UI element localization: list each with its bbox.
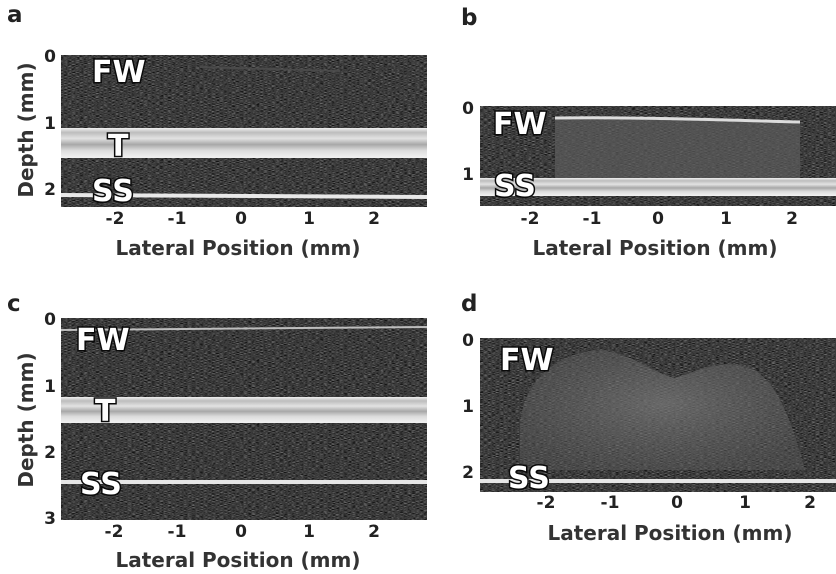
x-axis-label: Lateral Position (mm) <box>115 236 360 260</box>
panel-a: a Depth (mm) 0 1 2 -2 -1 0 1 2 Lateral P… <box>7 2 428 260</box>
y-tick-label: 2 <box>44 180 56 200</box>
layer-tag: SS <box>92 174 134 209</box>
panel-label: b <box>461 5 477 31</box>
panel-label: a <box>7 2 23 28</box>
x-tick-label: -2 <box>106 209 125 229</box>
x-tick-label: 1 <box>739 493 751 513</box>
x-tick-label: 0 <box>652 209 664 229</box>
x-tick-label: -1 <box>583 209 602 229</box>
stainless-steel-band <box>480 178 836 196</box>
x-tick-label: 1 <box>303 522 315 542</box>
layer-tag: FW <box>92 55 146 90</box>
x-tick-label: 0 <box>235 209 247 229</box>
y-tick-label: 2 <box>44 443 56 463</box>
layer-tag: SS <box>80 467 122 502</box>
x-tick-label: -1 <box>168 522 187 542</box>
y-tick-label: 1 <box>44 377 56 397</box>
y-tick-label: 1 <box>462 397 474 417</box>
x-tick-label: 1 <box>720 209 732 229</box>
panel-b: b 0 1 -2 -1 0 1 2 Lateral Position (mm) … <box>461 5 836 260</box>
x-axis-label: Lateral Position (mm) <box>532 236 777 260</box>
y-tick-label: 0 <box>462 331 474 351</box>
y-tick-label: 0 <box>44 310 56 330</box>
x-tick-label: -2 <box>537 493 556 513</box>
tendon-band <box>61 397 427 423</box>
layer-tag: SS <box>494 169 536 204</box>
x-tick-label: 0 <box>235 522 247 542</box>
ultrasound-image <box>480 106 836 206</box>
x-tick-label: 2 <box>368 209 380 229</box>
ultrasound-image <box>60 318 428 520</box>
layer-tag: SS <box>508 461 550 496</box>
layer-tag: FW <box>493 107 547 142</box>
y-axis-label: Depth (mm) <box>14 352 38 487</box>
x-tick-label: -1 <box>168 209 187 229</box>
x-tick-label: 2 <box>804 493 816 513</box>
y-tick-label: 1 <box>462 165 474 185</box>
layer-tag: FW <box>76 323 130 358</box>
x-tick-label: 2 <box>786 209 798 229</box>
x-axis-label: Lateral Position (mm) <box>547 521 792 545</box>
tendon-band <box>61 128 427 158</box>
ultrasound-image <box>60 55 428 207</box>
stainless-steel-line <box>60 193 428 199</box>
y-tick-label: 1 <box>44 114 56 134</box>
panel-c: c Depth (mm) 0 1 2 3 -2 -1 0 1 2 Lateral… <box>7 291 428 572</box>
y-tick-label: 3 <box>44 509 56 529</box>
panel-label: d <box>461 291 477 317</box>
ultrasound-image <box>480 338 836 492</box>
y-tick-label: 0 <box>462 99 474 119</box>
tissue-region <box>520 350 805 470</box>
layer-tag: T <box>108 129 129 164</box>
y-axis-label: Depth (mm) <box>14 62 38 197</box>
film-wall-line <box>60 326 428 331</box>
x-tick-label: 1 <box>303 209 315 229</box>
x-tick-label: -2 <box>105 522 124 542</box>
layer-tag: T <box>95 394 116 429</box>
y-tick-label: 0 <box>44 47 56 67</box>
x-axis-label: Lateral Position (mm) <box>115 548 360 572</box>
x-tick-label: -2 <box>521 209 540 229</box>
y-tick-label: 2 <box>462 463 474 483</box>
film-wall-line <box>554 116 801 124</box>
x-tick-label: 2 <box>368 522 380 542</box>
layer-tag: FW <box>500 343 554 378</box>
panel-label: c <box>7 291 21 317</box>
x-tick-label: -1 <box>601 493 620 513</box>
x-tick-label: 0 <box>671 493 683 513</box>
panel-d: d 0 1 2 -2 -1 0 1 2 Lateral Position (mm… <box>461 291 836 545</box>
